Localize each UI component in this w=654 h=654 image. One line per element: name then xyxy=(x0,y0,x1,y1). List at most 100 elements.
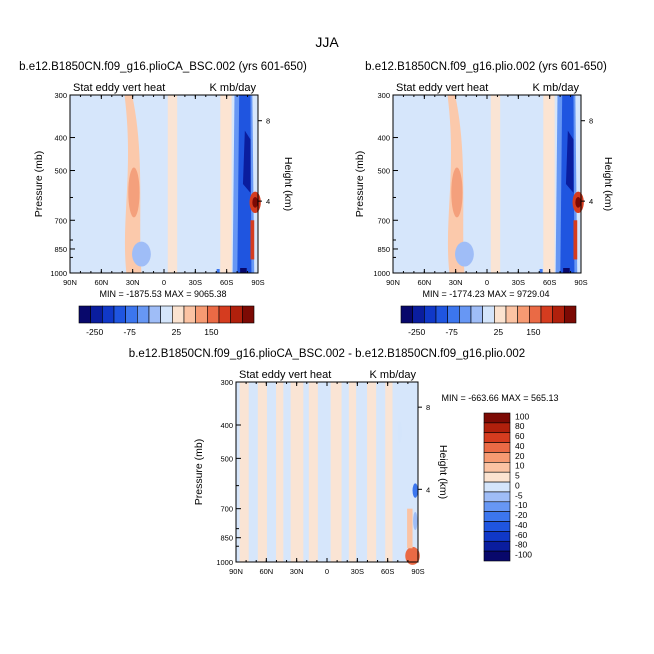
y-tick-label: 850 xyxy=(377,245,390,254)
positive-band xyxy=(308,382,318,562)
x-tick-label: 90S xyxy=(574,278,587,287)
colorbar-1: -250 -75 25 150 xyxy=(78,305,255,337)
x-tick-label: 60N xyxy=(259,567,273,576)
negative-spot xyxy=(412,483,418,498)
panel-units: K mb/day xyxy=(210,82,257,94)
negative-core xyxy=(242,130,251,193)
colorbar-label: 5 xyxy=(515,471,520,481)
colorbar-label: -60 xyxy=(515,530,528,540)
colorbar-box xyxy=(529,305,542,324)
colorbar-box xyxy=(483,422,511,434)
colorbar-box xyxy=(483,540,511,552)
panel-stats: MIN = -1875.53 MAX = 9065.38 xyxy=(99,289,226,299)
contour-fill xyxy=(239,382,420,565)
colorbar-box xyxy=(482,305,495,324)
y-axis-label: Pressure (mb) xyxy=(33,151,45,218)
contour-panel-2: b.e12.B1850CN.f09_g16.plio.002 (yrs 601-… xyxy=(354,61,614,299)
positive-peak xyxy=(405,546,420,565)
x-tick-label: 30N xyxy=(449,278,463,287)
panel-stats: MIN = -663.66 MAX = 565.13 xyxy=(441,393,558,403)
colorbar-box xyxy=(113,305,126,324)
colorbar-box xyxy=(90,305,103,324)
x-tick-label: 30N xyxy=(290,567,304,576)
x-tick-label: 30S xyxy=(512,278,525,287)
x-tick-label: 60S xyxy=(220,278,233,287)
colorbar-label: 100 xyxy=(515,411,529,421)
negative-base xyxy=(240,268,247,273)
colorbar-box xyxy=(412,305,425,324)
y-tick-label: 400 xyxy=(54,134,67,143)
x-tick-label: 90S xyxy=(411,567,424,576)
x-tick-label: 90N xyxy=(63,278,77,287)
positive-band xyxy=(367,382,377,562)
panel-title: b.e12.B1850CN.f09_g16.plioCA_BSC.002 (yr… xyxy=(19,61,307,73)
negative-base xyxy=(563,268,570,273)
colorbar-box xyxy=(400,305,413,324)
x-tick-label: 30N xyxy=(126,278,140,287)
y2-tick-label: 4 xyxy=(589,197,593,206)
contour-fill xyxy=(447,95,584,273)
panel-left-string: Stat eddy vert heat xyxy=(239,369,331,381)
colorbar-box xyxy=(160,305,173,324)
colorbar-label: 150 xyxy=(526,327,540,337)
y2-tick-label: 8 xyxy=(266,117,270,126)
positive-band xyxy=(220,95,231,273)
colorbar-label: -75 xyxy=(446,327,459,337)
y-tick-label: 500 xyxy=(220,454,233,463)
x-tick-label: 90S xyxy=(251,278,264,287)
colorbar-box xyxy=(172,305,185,324)
x-tick-label: 30S xyxy=(189,278,202,287)
colorbar-box xyxy=(483,521,511,532)
y2-axis-label: Height (km) xyxy=(602,157,614,211)
y-tick-label: 700 xyxy=(220,505,233,514)
negative-spot xyxy=(397,421,402,444)
panel-left-string: Stat eddy vert heat xyxy=(73,82,165,94)
y2-axis-label: Height (km) xyxy=(437,445,449,499)
colorbar-label: 0 xyxy=(515,480,520,490)
y-tick-label: 500 xyxy=(54,167,67,176)
colorbar-box xyxy=(483,481,511,493)
y-tick-label: 850 xyxy=(220,534,233,543)
y-tick-label: 300 xyxy=(54,91,67,100)
colorbar-label: 25 xyxy=(494,327,504,337)
y2-tick-label: 4 xyxy=(266,197,270,206)
y-tick-label: 850 xyxy=(54,245,67,254)
warm-core xyxy=(128,167,140,218)
panel-stats: MIN = -1774.23 MAX = 9729.04 xyxy=(422,289,549,299)
colorbar-box xyxy=(183,305,196,324)
colorbar-box xyxy=(483,550,511,562)
x-tick-label: 30S xyxy=(351,567,364,576)
y-tick-label: 1000 xyxy=(50,269,67,278)
figure-title: JJA xyxy=(315,34,339,50)
colorbar-label: -10 xyxy=(515,500,528,510)
colorbar-label: 40 xyxy=(515,441,525,451)
colorbar-box xyxy=(552,305,565,324)
colorbar-box xyxy=(459,305,472,324)
colorbar-box xyxy=(242,305,255,324)
contour-panel-3: b.e12.B1850CN.f09_g16.plioCA_BSC.002 - b… xyxy=(129,348,559,576)
x-tick-label: 0 xyxy=(162,278,166,287)
y-tick-label: 700 xyxy=(54,216,67,225)
colorbar-box xyxy=(78,305,91,324)
y-axis-label: Pressure (mb) xyxy=(193,439,205,506)
y2-axis-label: Height (km) xyxy=(282,157,294,211)
y-tick-label: 400 xyxy=(220,421,233,430)
colorbar-box xyxy=(483,432,511,443)
colorbar-label: 80 xyxy=(515,421,525,431)
panel-left-string: Stat eddy vert heat xyxy=(396,82,488,94)
colorbar-box xyxy=(470,305,483,324)
x-tick-label: 0 xyxy=(325,567,329,576)
cool-pocket xyxy=(132,241,151,267)
positive-band xyxy=(290,382,304,562)
positive-band xyxy=(543,95,554,273)
colorbar-box xyxy=(483,452,511,463)
colorbar-box xyxy=(483,442,511,453)
colorbar-label: 60 xyxy=(515,431,525,441)
negative-base xyxy=(216,269,220,273)
x-tick-label: 60N xyxy=(94,278,108,287)
positive-ridge xyxy=(250,220,255,260)
colorbar-label: -40 xyxy=(515,520,528,530)
colorbar-box xyxy=(102,305,115,324)
colorbar-label: -250 xyxy=(408,327,425,337)
